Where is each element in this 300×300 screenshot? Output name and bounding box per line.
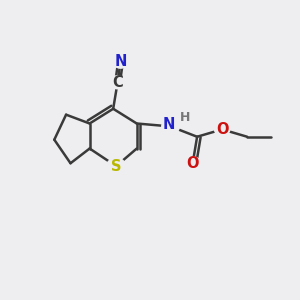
Text: S: S [111,159,122,174]
Text: O: O [216,122,228,137]
Text: N: N [114,54,127,69]
Ellipse shape [110,76,125,89]
Ellipse shape [185,157,200,170]
Ellipse shape [113,55,128,68]
Text: N: N [163,117,175,132]
Ellipse shape [214,123,230,136]
Ellipse shape [107,158,126,174]
Ellipse shape [162,119,179,134]
Text: H: H [180,110,190,124]
Text: C: C [112,75,123,90]
Text: O: O [186,156,199,171]
